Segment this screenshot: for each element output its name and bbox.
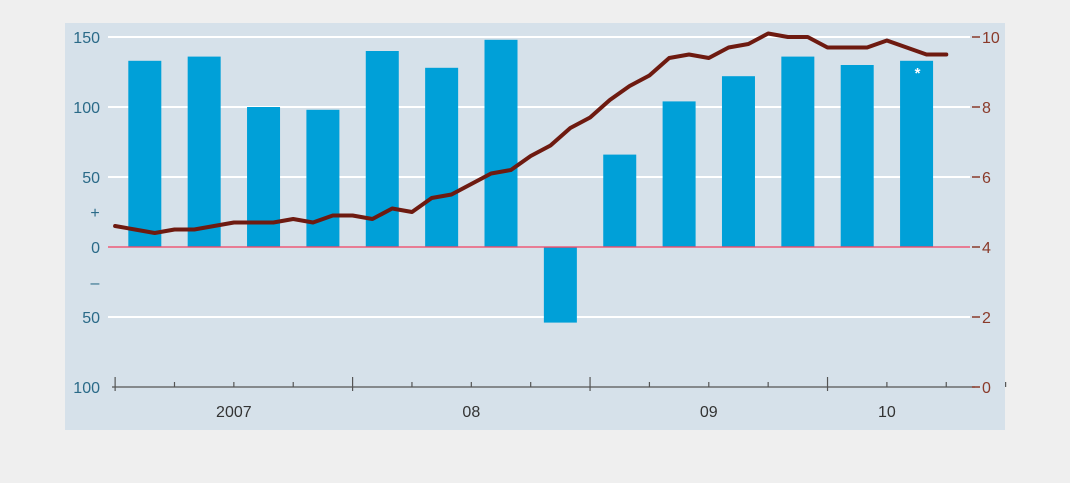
bar [840, 65, 874, 247]
x-axis-year-label: 10 [878, 404, 896, 421]
bar [662, 101, 696, 248]
line-path [113, 31, 949, 235]
bar [781, 56, 815, 247]
right-axis-tick-label: 2 [982, 310, 991, 327]
bar [484, 39, 518, 247]
x-axis-year-label: 08 [462, 404, 480, 421]
bar [603, 154, 637, 247]
right-axis-tick-label: 0 [982, 380, 991, 397]
bar-series: * [128, 39, 934, 323]
bar [187, 56, 221, 247]
left-axis-sign-label: + [90, 205, 99, 222]
x-axis-year-label: 09 [700, 404, 718, 421]
left-axis-tick-label: 150 [73, 30, 100, 47]
bar [721, 76, 755, 247]
right-axis-tick-label: 4 [982, 240, 991, 257]
bar [900, 60, 934, 247]
left-axis-tick-label: 100 [73, 380, 100, 397]
left-axis-tick-label: 50 [82, 310, 100, 327]
bar [543, 247, 577, 323]
line-series [113, 31, 949, 235]
x-axis-year-label: 2007 [216, 404, 252, 421]
bar-annotation: * [915, 65, 921, 82]
bar [425, 67, 459, 247]
right-axis-tick-label: 6 [982, 170, 991, 187]
left-axis-tick-label: 100 [73, 100, 100, 117]
axis-labels: 150 100 50 0 50 100 + – 10 8 6 4 2 0 2007 08 09 10 [73, 30, 1000, 421]
bar [247, 107, 281, 247]
right-axis-tick-label: 8 [982, 100, 991, 117]
bar [306, 109, 340, 247]
bar [128, 60, 162, 247]
left-axis-tick-label: 0 [91, 240, 100, 257]
left-axis-tick-label: 50 [82, 170, 100, 187]
left-axis-sign-label: – [91, 275, 100, 292]
axes [112, 377, 1007, 391]
right-axis-tick-label: 10 [982, 30, 1000, 47]
